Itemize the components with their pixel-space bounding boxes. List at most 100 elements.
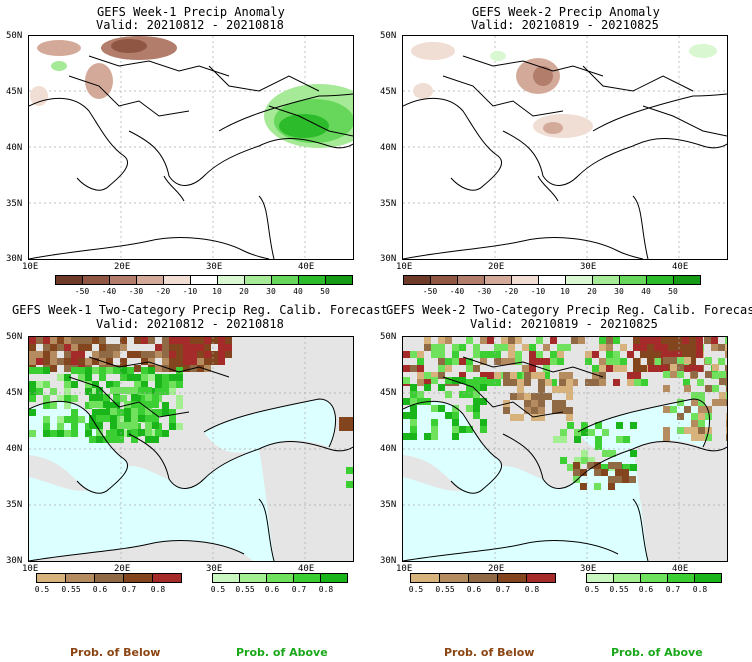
panel4-valid: Valid: 20210819 - 20210825 [470,317,658,331]
forecast-cell [71,337,78,344]
forecast-cell [615,462,622,469]
forecast-cell [538,372,545,379]
forecast-cell [529,351,536,358]
forecast-cell [424,384,431,391]
forecast-cell [473,405,480,412]
forecast-cell [124,422,131,429]
forecast-cell [466,391,473,398]
forecast-cell [43,430,50,437]
forecast-cell [176,381,183,388]
colorbar-tick-label: 0.55 [609,585,629,594]
forecast-cell [89,394,96,401]
forecast-cell [403,351,410,358]
forecast-cell [522,344,529,351]
forecast-cell [501,358,508,365]
forecast-cell [127,430,134,437]
colorbar-tick-label: 20 [239,287,249,296]
forecast-cell [566,379,573,386]
forecast-cell [417,372,424,379]
panel1-valid: Valid: 20210812 - 20210818 [96,18,284,32]
colorbar-swatch [325,275,353,285]
forecast-cell [473,398,480,405]
forecast-cell [473,365,480,372]
forecast-cell [106,351,113,358]
forecast-cell [138,408,145,415]
forecast-cell [162,402,169,409]
forecast-cell [517,414,524,421]
forecast-cell [445,377,452,384]
forecast-cell [89,422,96,429]
forecast-cell [113,395,120,402]
panel3-lat-40: 40N [6,444,23,454]
colorbar-tick-label: 0.8 [318,585,334,594]
forecast-cell [99,374,106,381]
forecast-cell [204,358,211,365]
forecast-cell [148,351,155,358]
forecast-cell [620,365,627,372]
forecast-cell [538,393,545,400]
forecast-cell [705,406,712,413]
forecast-cell [602,464,609,471]
forecast-cell [110,415,117,422]
panel1-title: GEFS Week-1 Precip Anomaly [97,5,285,19]
forecast-cell [567,422,574,429]
forecast-cell [152,422,159,429]
forecast-cell [696,337,703,344]
forecast-cell [581,457,588,464]
forecast-cell [508,358,515,365]
colorbar-swatch [403,275,431,285]
forecast-cell [726,413,727,420]
forecast-cell [691,399,698,406]
forecast-cell [85,430,92,437]
forecast-cell [43,381,50,388]
forecast-cell [473,344,480,351]
forecast-cell [71,367,78,374]
forecast-cell [663,385,670,392]
forecast-cell [538,414,545,421]
forecast-cell [559,400,566,407]
forecast-cell [602,450,609,457]
forecast-cell [225,337,232,344]
forecast-cell [43,358,50,365]
forecast-cell [670,406,677,413]
forecast-cell [508,337,515,344]
forecast-cell [559,372,566,379]
forecast-cell [424,337,431,344]
forecast-cell [197,337,204,344]
forecast-cell [573,469,580,476]
forecast-cell [564,344,571,351]
forecast-cell [480,426,487,433]
forecast-cell [705,357,712,364]
forecast-cell [459,372,466,379]
forecast-cell [538,400,545,407]
colorbar-swatch [244,275,272,285]
panel3-lat-45: 45N [6,388,23,398]
forecast-cell [654,351,661,358]
forecast-cell [211,351,218,358]
forecast-cell [110,422,117,429]
colorbar-tick-label: 40 [641,287,651,296]
forecast-cell [176,367,183,374]
colorbar-tick-label: -10 [530,287,546,296]
forecast-cell [536,358,543,365]
forecast-cell [550,358,557,365]
forecast-cell [698,392,705,399]
forecast-cell [661,344,668,351]
forecast-cell [552,386,559,393]
forecast-cell [141,381,148,388]
forecast-cell [663,357,670,364]
forecast-cell [92,367,99,374]
forecast-cell [85,388,92,395]
panel3-below-colorbar: 0.5 0.55 0.6 0.7 0.8 [35,573,186,595]
forecast-cell [580,483,587,490]
forecast-cell [543,372,550,379]
forecast-cell [103,394,110,401]
forecast-cell [668,351,675,358]
forecast-cell [176,351,183,358]
forecast-cell [550,337,557,344]
forecast-cell [127,374,134,381]
colorbar-swatch [65,573,95,583]
panel2-lat-50: 50N [380,31,397,41]
forecast-cell [431,372,438,379]
forecast-cell [29,381,36,388]
